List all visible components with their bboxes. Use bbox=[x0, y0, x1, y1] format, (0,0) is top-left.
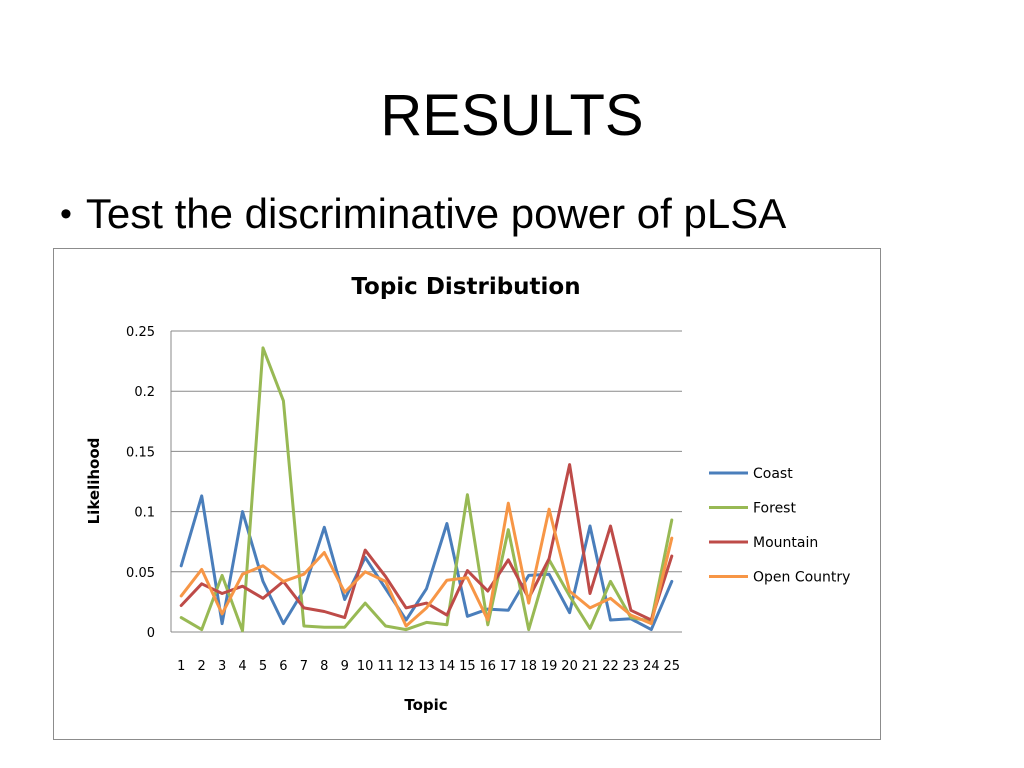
chart-title: Topic Distribution bbox=[351, 274, 580, 300]
x-tick-label: 15 bbox=[459, 659, 476, 674]
x-tick-label: 9 bbox=[341, 659, 349, 674]
x-tick-label: 23 bbox=[623, 659, 640, 674]
series-line-open-country bbox=[179, 501, 674, 628]
x-tick-label: 16 bbox=[480, 659, 497, 674]
bullet-dot: • bbox=[60, 194, 72, 233]
x-tick-label: 1 bbox=[177, 659, 185, 674]
series-line-coast bbox=[179, 494, 674, 632]
bullet-item: • Test the discriminative power of pLSA bbox=[60, 190, 786, 238]
chart-frame: Topic Distribution 0 0.05 0.1 0.15 0.2 0.25 1 2 3… bbox=[53, 248, 881, 740]
x-tick-label: 6 bbox=[279, 659, 287, 674]
y-tick-label: 0.1 bbox=[134, 506, 155, 521]
slide-title: RESULTS bbox=[380, 83, 644, 148]
legend-label: Coast bbox=[753, 466, 793, 482]
x-tick-label: 18 bbox=[520, 659, 537, 674]
x-tick-label: 22 bbox=[602, 659, 619, 674]
x-axis-label: Topic bbox=[404, 696, 447, 714]
x-tick-label: 17 bbox=[500, 659, 517, 674]
y-tick-label: 0.05 bbox=[126, 566, 155, 581]
x-tick-label: 3 bbox=[218, 659, 226, 674]
bullet-text: Test the discriminative power of pLSA bbox=[85, 190, 787, 237]
series-line-forest bbox=[179, 346, 674, 633]
x-tick-label: 13 bbox=[418, 659, 435, 674]
x-tick-label: 12 bbox=[398, 659, 415, 674]
legend-label: Forest bbox=[753, 501, 796, 517]
y-tick-label: 0.2 bbox=[134, 385, 155, 400]
x-tick-label: 5 bbox=[259, 659, 267, 674]
y-axis-label: Likelihood bbox=[85, 438, 103, 525]
x-tick-label: 2 bbox=[198, 659, 206, 674]
x-tick-label: 4 bbox=[238, 659, 246, 674]
x-tick-label: 19 bbox=[541, 659, 558, 674]
x-tick-label: 7 bbox=[300, 659, 308, 674]
x-tick-label: 25 bbox=[664, 659, 681, 674]
y-tick-label: 0 bbox=[147, 626, 155, 641]
x-tick-label: 20 bbox=[561, 659, 578, 674]
x-tick-label: 11 bbox=[377, 659, 394, 674]
x-tick-label: 10 bbox=[357, 659, 374, 674]
series-line-mountain bbox=[179, 463, 674, 622]
x-tick-label: 24 bbox=[643, 659, 660, 674]
y-tick-label: 0.25 bbox=[126, 325, 155, 340]
x-tick-label: 21 bbox=[582, 659, 599, 674]
x-tick-label: 8 bbox=[320, 659, 328, 674]
legend-label: Open Country bbox=[753, 570, 850, 586]
y-tick-label: 0.15 bbox=[126, 445, 155, 460]
legend-label: Mountain bbox=[753, 535, 818, 551]
x-tick-label: 14 bbox=[439, 659, 456, 674]
